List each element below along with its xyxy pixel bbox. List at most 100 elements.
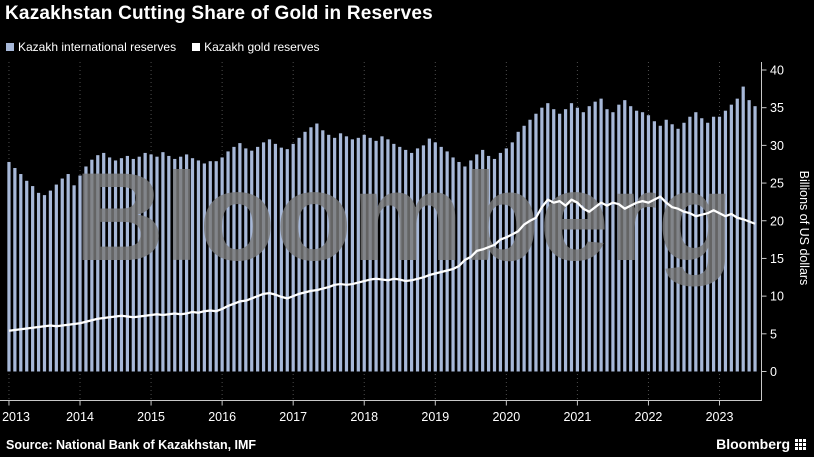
bar-international-reserves xyxy=(492,158,497,372)
bar-international-reserves xyxy=(605,109,609,372)
bar-international-reserves xyxy=(155,156,159,372)
bar-international-reserves xyxy=(31,186,35,372)
bar-international-reserves xyxy=(190,158,195,372)
bar-international-reserves xyxy=(481,149,485,372)
bar-international-reserves xyxy=(356,137,360,372)
bar-international-reserves xyxy=(273,143,278,372)
bar-international-reserves xyxy=(433,142,437,372)
bar-international-reserves xyxy=(279,147,283,372)
bar-international-reserves xyxy=(404,149,408,372)
bar-international-reserves xyxy=(623,100,627,372)
bar-international-reserves xyxy=(208,161,212,372)
bar-international-reserves xyxy=(102,152,106,372)
x-tick-label: 2014 xyxy=(66,410,94,424)
legend-label-international-reserves: Kazakh international reserves xyxy=(18,40,177,54)
bar-international-reserves xyxy=(386,139,390,372)
bar-international-reserves xyxy=(486,155,491,372)
bar-international-reserves xyxy=(563,109,568,372)
bar-international-reserves xyxy=(179,156,183,372)
bar-international-reserves xyxy=(510,142,514,372)
bar-international-reserves xyxy=(19,174,23,372)
bar-international-reserves xyxy=(463,166,467,372)
bar-international-reserves xyxy=(54,184,58,372)
bar-international-reserves xyxy=(161,152,165,372)
bar-international-reserves xyxy=(421,145,426,372)
bar-international-reserves xyxy=(42,195,47,372)
bar-international-reserves xyxy=(167,155,171,372)
bar-international-reserves xyxy=(48,190,53,372)
bar-international-reserves xyxy=(137,156,141,372)
bar-international-reserves xyxy=(267,139,272,372)
bar-international-reserves xyxy=(640,112,645,372)
bar-international-reserves xyxy=(558,113,562,372)
bar-international-reserves xyxy=(250,150,254,372)
legend-label-gold-reserves: Kazakh gold reserves xyxy=(204,40,320,54)
y-tick-label: 20 xyxy=(770,214,784,228)
bar-international-reserves xyxy=(78,175,82,372)
bar-international-reserves xyxy=(646,115,651,372)
bar-international-reserves xyxy=(338,133,343,372)
bar-international-reserves xyxy=(700,118,704,372)
legend: Kazakh international reserves Kazakh gol… xyxy=(6,40,320,54)
bar-international-reserves xyxy=(125,155,129,372)
bar-international-reserves xyxy=(244,148,248,372)
bar-international-reserves xyxy=(291,143,295,372)
x-tick-label: 2019 xyxy=(421,410,449,424)
bar-international-reserves xyxy=(504,148,508,372)
legend-item-gold-reserves: Kazakh gold reserves xyxy=(192,40,320,54)
bar-international-reserves xyxy=(617,104,621,372)
bar-international-reserves xyxy=(238,143,242,372)
bar-international-reserves xyxy=(741,86,745,372)
bar-international-reserves xyxy=(303,131,307,372)
bloomberg-wordmark: Bloomberg xyxy=(716,436,790,452)
bar-international-reserves xyxy=(569,103,574,372)
bar-international-reserves xyxy=(327,134,331,372)
bar-international-reserves xyxy=(398,146,402,372)
x-tick-label: 2022 xyxy=(635,410,663,424)
bar-international-reserves xyxy=(498,152,503,372)
bar-international-reserves xyxy=(344,136,349,372)
bar-international-reserves xyxy=(581,112,585,372)
bar-international-reserves xyxy=(664,119,668,372)
source-text: Source: National Bank of Kazakhstan, IMF xyxy=(6,438,257,452)
bar-international-reserves xyxy=(202,163,206,372)
bar-international-reserves xyxy=(593,101,597,372)
bar-international-reserves xyxy=(36,192,41,372)
bar-international-reserves xyxy=(415,148,420,372)
bar-international-reserves xyxy=(113,160,118,372)
x-tick-label: 2017 xyxy=(279,410,307,424)
x-tick-label: 2015 xyxy=(137,410,165,424)
x-tick-label: 2016 xyxy=(208,410,236,424)
bar-international-reserves xyxy=(546,103,550,372)
bar-international-reserves xyxy=(670,124,674,372)
bar-international-reserves xyxy=(735,98,739,372)
y-tick-label: 40 xyxy=(770,64,784,78)
bar-international-reserves xyxy=(315,123,319,372)
x-tick-label: 2018 xyxy=(350,410,378,424)
bar-international-reserves xyxy=(196,160,201,372)
bar-international-reserves xyxy=(682,122,686,372)
bar-international-reserves xyxy=(374,140,378,372)
bar-international-reserves xyxy=(261,142,266,372)
chart-title: Kazakhstan Cutting Share of Gold in Rese… xyxy=(5,3,433,24)
bar-international-reserves xyxy=(658,125,662,372)
bar-international-reserves xyxy=(72,185,76,372)
bar-international-reserves xyxy=(66,174,70,372)
bar-international-reserves xyxy=(635,110,639,372)
bar-international-reserves xyxy=(611,112,615,372)
bar-international-reserves xyxy=(90,159,94,372)
bar-international-reserves xyxy=(143,152,147,372)
bar-international-reserves xyxy=(747,100,751,372)
bar-international-reserves xyxy=(285,149,289,372)
gold-reserves-line xyxy=(8,195,756,332)
bar-international-reserves xyxy=(220,157,224,372)
bar-international-reserves xyxy=(439,146,443,372)
bar-international-reserves xyxy=(599,98,603,372)
bar-international-reserves xyxy=(534,113,538,372)
bar-international-reserves xyxy=(427,138,431,372)
bar-international-reserves xyxy=(552,109,556,372)
y-tick-label: 5 xyxy=(770,327,777,341)
bar-international-reserves xyxy=(540,107,544,372)
bar-international-reserves xyxy=(184,154,189,372)
bar-international-reserves xyxy=(445,151,449,372)
